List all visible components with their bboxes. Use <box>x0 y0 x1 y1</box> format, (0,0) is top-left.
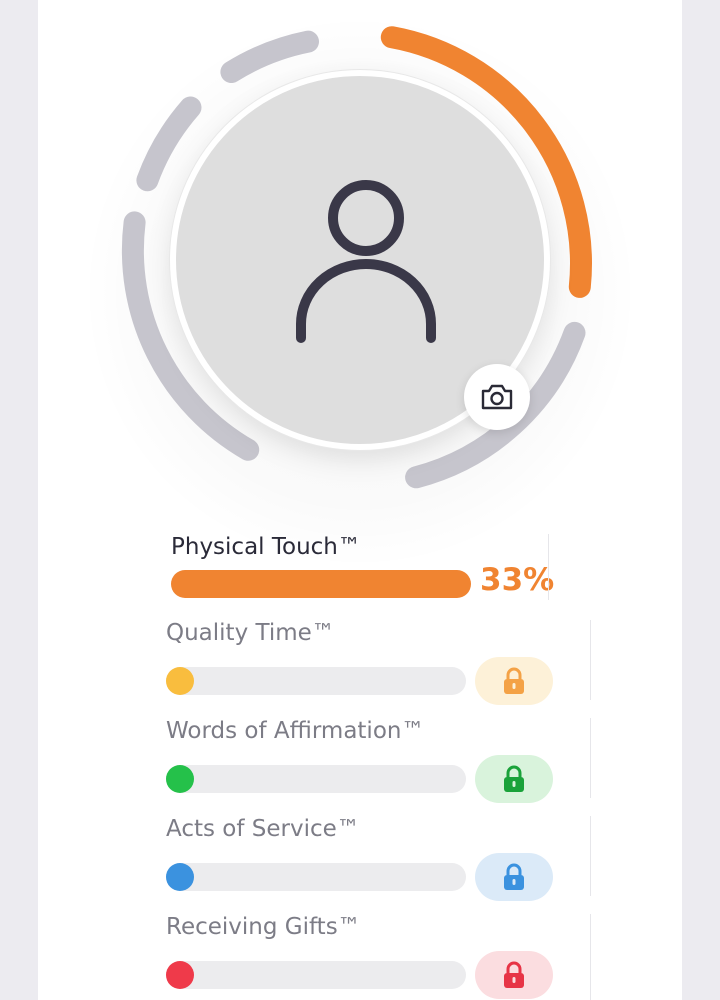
divider <box>590 718 591 798</box>
profile-card: Physical Touch™ 33% Quality Time™ Words … <box>38 0 682 1000</box>
progress-track <box>166 667 466 695</box>
love-language-label: Quality Time™ <box>166 620 335 646</box>
progress-ring-segment <box>121 211 260 461</box>
progress-track <box>166 863 466 891</box>
unlock-quality-time-button[interactable] <box>475 657 553 705</box>
divider <box>590 914 591 1000</box>
progress-dot <box>166 667 194 695</box>
change-photo-button[interactable] <box>464 364 530 430</box>
progress-track <box>166 765 466 793</box>
progress-ring-active-arc <box>380 26 592 298</box>
divider <box>590 816 591 896</box>
love-language-label: Physical Touch™ <box>171 534 361 560</box>
lock-icon <box>504 667 524 694</box>
divider <box>590 620 591 700</box>
lock-icon <box>504 765 524 792</box>
progress-dot <box>166 765 194 793</box>
love-language-label: Words of Affirmation™ <box>166 718 425 744</box>
camera-icon <box>481 384 513 410</box>
progress-track <box>166 961 466 989</box>
unlock-receiving-gifts-button[interactable] <box>475 951 553 999</box>
physical-touch-percent: 33% <box>480 562 555 598</box>
progress-ring-segment <box>136 96 202 192</box>
love-language-label: Receiving Gifts™ <box>166 914 361 940</box>
unlock-words-of-affirmation-button[interactable] <box>475 755 553 803</box>
person-icon <box>296 180 436 343</box>
physical-touch-progress-bar <box>171 570 471 598</box>
divider <box>548 534 549 600</box>
progress-dot <box>166 961 194 989</box>
progress-dot <box>166 863 194 891</box>
lock-icon <box>504 961 524 988</box>
progress-ring-segment <box>220 30 319 83</box>
unlock-acts-of-service-button[interactable] <box>475 853 553 901</box>
lock-icon <box>504 863 524 890</box>
love-language-label: Acts of Service™ <box>166 816 360 842</box>
